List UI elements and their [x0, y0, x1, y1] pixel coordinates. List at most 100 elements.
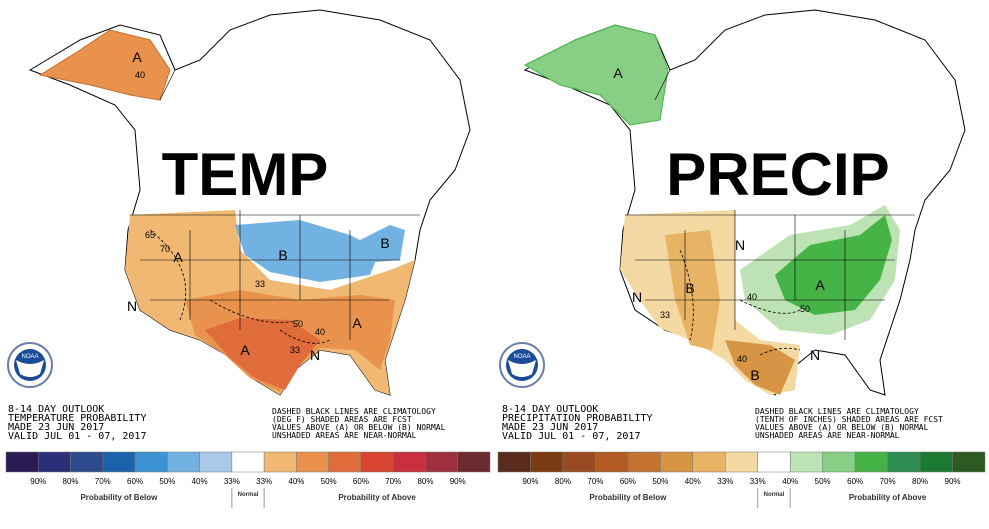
outlook-text: VALID JUL 01 - 07, 2017: [8, 431, 146, 442]
noaa-logo: NOAA: [7, 342, 53, 388]
map-label: 33: [660, 310, 670, 320]
legend-swatch: [167, 451, 200, 473]
map-label: A: [240, 342, 250, 358]
legend-tick: 33%: [750, 477, 766, 486]
precip-panel: PRECIP A N B N 33 A 40 50 B 40 N NOAA: [499, 9, 966, 396]
map-label: A: [352, 315, 362, 331]
legend-tick: 40%: [685, 477, 701, 486]
logo-text: NOAA: [513, 354, 530, 360]
outlook-text: 8-14 DAY OUTLOOK: [502, 404, 598, 415]
logo-text: NOAA: [21, 354, 38, 360]
climatology-lines: [149, 229, 331, 344]
map-label: A: [173, 249, 183, 265]
legend-swatch: [725, 451, 758, 473]
note-text: VALUES ABOVE (A) OR BELOW (B) NORMAL: [755, 423, 929, 432]
map-label: 50: [800, 304, 810, 314]
legend-tick: 33%: [717, 477, 733, 486]
outlook-text: TEMPERATURE PROBABILITY: [8, 413, 146, 424]
note-text: UNSHADED AREAS ARE NEAR-NORMAL: [272, 431, 417, 440]
map-label: N: [127, 298, 137, 314]
legend-tick: 40%: [782, 477, 798, 486]
borders: [625, 69, 915, 340]
legend-tick: 40%: [192, 477, 208, 486]
legend-above: Probability of Above: [849, 493, 927, 502]
legend-tick: 60%: [620, 477, 636, 486]
map-label: 33: [255, 279, 265, 289]
legend-swatch: [627, 451, 661, 473]
legend-tick: 80%: [912, 477, 928, 486]
legend-tick: 70%: [587, 477, 603, 486]
legend-tick: 50%: [159, 477, 175, 486]
legend-swatch: [952, 451, 986, 473]
map-label: B: [278, 247, 287, 263]
note-text: DASHED BLACK LINES ARE CLIMATOLOGY: [755, 407, 919, 416]
legend-tick: 80%: [63, 477, 79, 486]
legend-swatch: [360, 451, 394, 473]
legend-swatch: [231, 451, 265, 473]
legend-swatch: [789, 451, 823, 473]
legend-swatch: [296, 451, 329, 473]
map-label: N: [310, 347, 320, 363]
note-text: VALUES ABOVE (A) OR BELOW (B) NORMAL: [272, 423, 446, 432]
legend-below: Probability of Below: [80, 493, 158, 502]
map-label: A: [132, 49, 142, 65]
map-label: 50: [293, 319, 303, 329]
outlook-text: 8-14 DAY OUTLOOK: [8, 404, 104, 415]
north-below: [235, 220, 380, 282]
map-label: N: [810, 347, 820, 363]
legend-swatch: [5, 451, 39, 473]
northeast-below: [360, 225, 405, 262]
legend-tick: 80%: [555, 477, 571, 486]
panel-title: PRECIP: [666, 141, 889, 208]
legend-swatch: [328, 451, 362, 473]
legend-swatch: [457, 451, 491, 473]
map-label: A: [815, 277, 825, 293]
legend-below: Probability of Below: [589, 493, 667, 502]
legend-tick: 70%: [385, 477, 401, 486]
legend-normal: Normal: [238, 492, 259, 498]
legend-swatch: [692, 451, 726, 473]
note-text: DASHED BLACK LINES ARE CLIMATOLOGY: [272, 407, 436, 416]
legend-swatch: [38, 451, 71, 473]
legend-swatch: [530, 451, 564, 473]
legend-swatch: [199, 451, 233, 473]
legend-swatch: [595, 451, 629, 473]
legend-swatch: [822, 451, 856, 473]
legend-swatch: [919, 451, 953, 473]
texas-above-60: [205, 318, 320, 390]
legend-swatch: [562, 451, 596, 473]
map-label: 40: [135, 70, 145, 80]
legend-swatch: [102, 451, 136, 473]
texas-below: [725, 340, 795, 395]
map-label: 40: [315, 327, 325, 337]
legend-swatch: [757, 451, 791, 473]
legend-swatch: [392, 451, 426, 473]
legend-swatch: [854, 451, 888, 473]
note-text: (TENTH OF INCHES) SHADED AREAS ARE FCST: [755, 415, 943, 424]
map-label: N: [632, 289, 642, 305]
legend-tick: 60%: [127, 477, 143, 486]
outlook-text: VALID JUL 01 - 07, 2017: [502, 431, 640, 442]
legend-swatch: [134, 451, 168, 473]
map-label: N: [735, 237, 745, 253]
legend-swatch: [887, 451, 921, 473]
borders: [130, 69, 420, 340]
east-above-50: [775, 215, 892, 315]
legend-tick: 90%: [450, 477, 466, 486]
legend-tick: 90%: [522, 477, 538, 486]
alaska-above: [38, 29, 171, 101]
legend-tick: 50%: [815, 477, 831, 486]
legend-tick: 90%: [945, 477, 961, 486]
temp-panel: TEMP A 40 A 65 70 B B A A N 33 50 40 33 …: [7, 9, 471, 396]
noaa-logo: NOAA: [499, 342, 545, 388]
legend-tick: 80%: [417, 477, 433, 486]
legend-swatch: [497, 451, 531, 473]
map-label: 70: [160, 244, 170, 254]
map-label: 40: [747, 292, 757, 302]
legend-swatch: [660, 451, 694, 473]
map-label: 33: [290, 345, 300, 355]
legend-tick: 33%: [224, 477, 240, 486]
legend-swatch: [425, 451, 458, 473]
note-text: UNSHADED AREAS ARE NEAR-NORMAL: [755, 431, 900, 440]
legend-above: Probability of Above: [338, 493, 416, 502]
